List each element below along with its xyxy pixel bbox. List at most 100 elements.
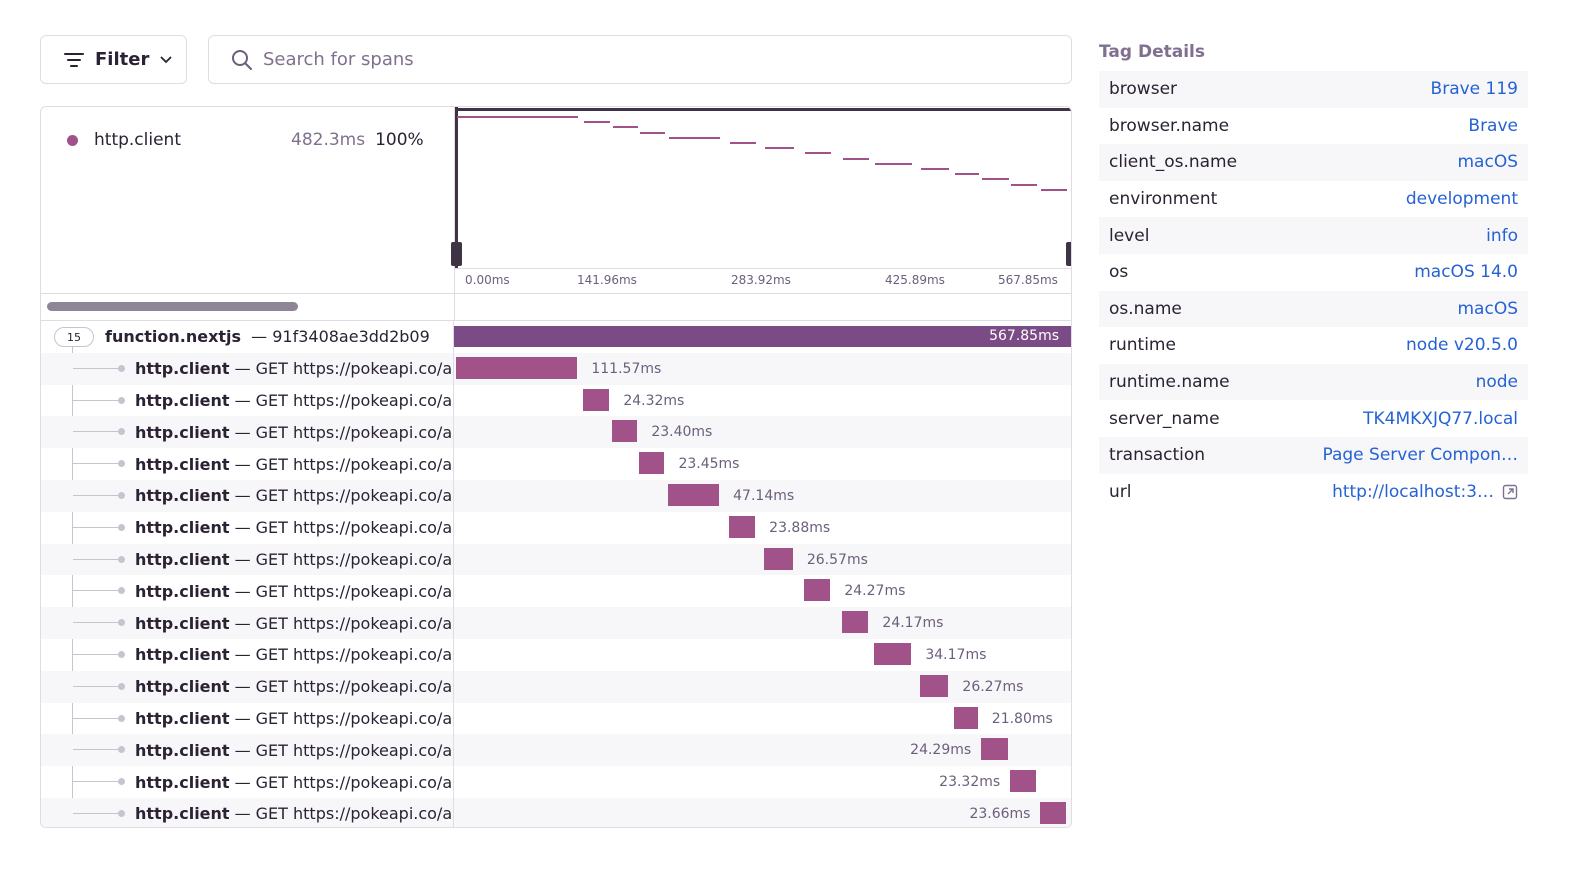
span-op: http.client (135, 518, 230, 538)
span-text: http.client— GET https://pokeapi.co/api/… (135, 804, 453, 823)
tag-value[interactable]: Brave (1468, 115, 1518, 136)
tag-row-level: level info (1099, 217, 1528, 254)
tree-connector-line (72, 347, 73, 811)
tree-branch-line (73, 590, 121, 592)
minimap-tick: 141.96ms (577, 273, 637, 287)
tree-branch-line (73, 622, 121, 624)
tree-node-dot (118, 619, 125, 627)
span-label: http.client— GET https://pokeapi.co/api/… (41, 384, 454, 417)
tree-node-dot (118, 460, 125, 468)
minimap-window-left (455, 107, 458, 268)
tag-row-os: os macOS 14.0 (1099, 254, 1528, 291)
span-duration-label: 23.40ms (651, 424, 713, 441)
child-count-badge[interactable]: 15 (54, 327, 94, 347)
span-row[interactable]: http.client— GET https://pokeapi.co/api/… (41, 448, 1071, 480)
minimap-span-segment (764, 147, 794, 150)
span-bar-area: 23.66ms (454, 798, 1071, 827)
span-bar-area: 23.40ms (454, 416, 1071, 448)
tag-value[interactable]: development (1405, 189, 1518, 210)
span-row[interactable]: http.client— GET https://pokeapi.co/api/… (41, 352, 1071, 385)
span-row[interactable]: http.client— GET https://pokeapi.co/api/… (41, 638, 1071, 671)
tag-value[interactable]: Brave 119 (1430, 79, 1518, 100)
minimap-span-segment (639, 131, 666, 134)
tag-value[interactable]: macOS 14.0 (1414, 262, 1518, 283)
root-span-bar[interactable]: 567.85ms (454, 326, 1071, 347)
tree-node-dot (118, 587, 125, 595)
span-description: — GET https://pokeapi.co/api/v2 (234, 740, 453, 760)
span-bar[interactable] (954, 706, 978, 729)
span-text: http.client— GET https://pokeapi.co/api/… (135, 549, 453, 569)
search-input[interactable] (263, 49, 1023, 70)
minimap-left-handle[interactable] (451, 242, 462, 266)
span-description: — GET https://pokeapi.co/api/v2 (234, 549, 453, 569)
span-bar[interactable] (919, 674, 949, 697)
tree-node-dot (118, 555, 125, 563)
span-bar[interactable] (638, 452, 665, 475)
minimap-tick: 0.00ms (465, 273, 510, 287)
minimap-graph[interactable]: 0.00ms 141.96ms 283.92ms 425.89ms 567.85… (451, 107, 1071, 294)
span-bar-area: 24.17ms (454, 607, 1071, 639)
tag-value[interactable]: info (1486, 225, 1518, 246)
minimap-tick: 567.85ms (998, 273, 1058, 287)
span-row[interactable]: http.client— GET https://pokeapi.co/api/… (41, 702, 1071, 735)
span-row[interactable]: http.client— GET https://pokeapi.co/api/… (41, 416, 1071, 449)
span-bar[interactable] (611, 420, 638, 443)
span-op: http.client (135, 581, 230, 601)
root-span-text: function.nextjs — 91f3408ae3dd2b09 (105, 327, 430, 346)
span-row[interactable]: http.client— GET https://pokeapi.co/api/… (41, 511, 1071, 544)
tag-value[interactable]: macOS (1457, 298, 1519, 319)
tag-key: runtime.name (1109, 372, 1230, 393)
span-row[interactable]: http.client— GET https://pokeapi.co/api/… (41, 797, 1071, 827)
span-bar[interactable] (981, 738, 1008, 761)
span-row[interactable]: http.client— GET https://pokeapi.co/api/… (41, 607, 1071, 639)
span-bar[interactable] (763, 547, 793, 570)
span-bar[interactable] (874, 642, 912, 665)
tag-key: environment (1109, 189, 1218, 210)
root-span-row[interactable]: 15 function.nextjs — 91f3408ae3dd2b09 56… (41, 321, 1071, 353)
tag-key: transaction (1109, 445, 1206, 466)
span-bar[interactable] (803, 579, 831, 602)
tag-value-link[interactable]: http://localhost:3… (1332, 482, 1518, 502)
tag-value[interactable]: node v20.5.0 (1406, 335, 1518, 356)
tag-value[interactable]: node (1475, 372, 1518, 393)
span-row[interactable]: http.client— GET https://pokeapi.co/api/… (41, 543, 1071, 576)
tag-value[interactable]: Page Server Compon… (1322, 445, 1518, 466)
span-bar[interactable] (842, 611, 869, 634)
horizontal-scrollbar[interactable] (47, 302, 298, 311)
open-external-icon[interactable] (1502, 484, 1518, 500)
span-row[interactable]: http.client— GET https://pokeapi.co/api/… (41, 575, 1071, 608)
span-row[interactable]: http.client— GET https://pokeapi.co/api/… (41, 479, 1071, 512)
span-row[interactable]: http.client— GET https://pokeapi.co/api/… (41, 670, 1071, 703)
tag-key: level (1109, 225, 1150, 246)
span-op: http.client (135, 645, 230, 665)
span-op: http.client (135, 454, 230, 474)
span-bar[interactable] (455, 356, 578, 379)
span-row[interactable]: http.client— GET https://pokeapi.co/api/… (41, 734, 1071, 767)
filter-button[interactable]: Filter (40, 35, 187, 84)
span-bar[interactable] (582, 388, 610, 411)
tag-key: runtime (1109, 335, 1176, 356)
tag-value[interactable]: macOS (1457, 152, 1519, 173)
span-bar[interactable] (729, 515, 756, 538)
minimap-window-top (455, 108, 1071, 111)
span-op: http.client (135, 549, 230, 569)
tag-details-panel: Tag Details browser Brave 119 browser.name… (1099, 42, 1528, 510)
span-bar[interactable] (1010, 770, 1036, 793)
span-bar[interactable] (1040, 801, 1067, 824)
tree-branch-line (73, 749, 121, 751)
tag-key: os (1109, 262, 1129, 283)
tree-branch-line (73, 494, 121, 496)
search-icon (232, 49, 252, 70)
tree-branch-line (73, 367, 121, 369)
span-bar[interactable] (667, 483, 720, 506)
minimap-span-segment (730, 142, 757, 144)
tag-value[interactable]: TK4MKXJQ77.local (1363, 408, 1518, 429)
span-op: http.client (135, 359, 230, 379)
span-row[interactable]: http.client— GET https://pokeapi.co/api/… (41, 384, 1071, 417)
minimap-span-segment (982, 178, 1009, 181)
span-row[interactable]: http.client— GET https://pokeapi.co/api/… (41, 766, 1071, 798)
tree-branch-line (73, 781, 121, 783)
tree-branch-line (73, 526, 121, 528)
span-op: http.client (135, 613, 230, 633)
minimap-right-handle[interactable] (1066, 242, 1071, 266)
